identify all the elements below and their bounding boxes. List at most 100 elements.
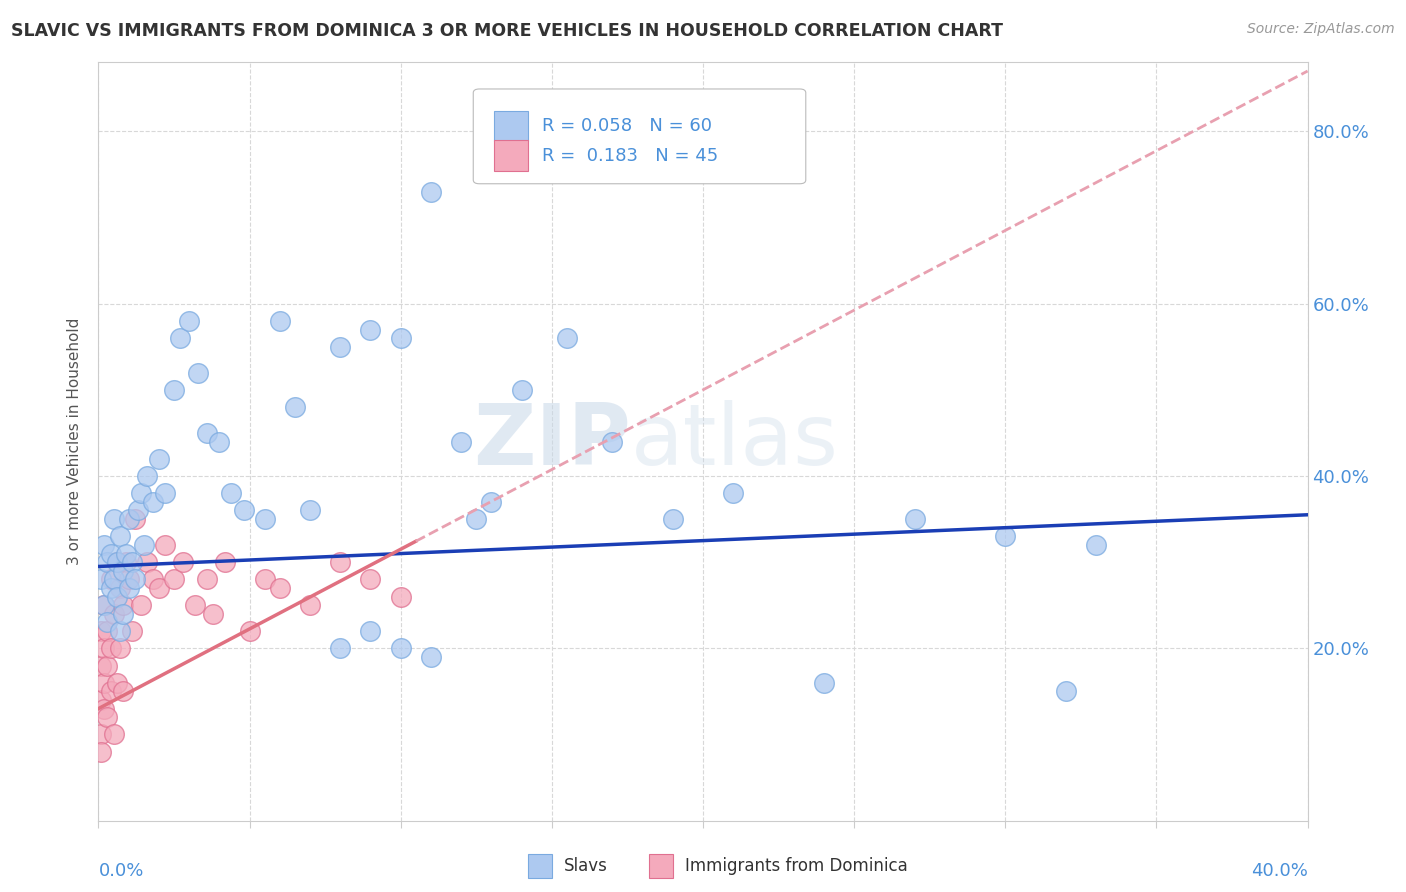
FancyBboxPatch shape [648,854,673,879]
Point [510,383,533,397]
Point [105,675,128,690]
Point [129,599,152,613]
Point [96,615,118,630]
Point [111,564,134,578]
FancyBboxPatch shape [494,140,527,170]
Point [284,400,307,414]
Point [163,573,186,587]
Point [299,503,322,517]
Point [239,624,262,639]
Point [360,624,382,639]
Point [114,547,136,561]
Point [994,529,1017,543]
Point [103,573,125,587]
Point [329,555,352,569]
Text: ZIP: ZIP [472,400,630,483]
Point [481,495,503,509]
Point [148,451,170,466]
Point [121,624,143,639]
Point [142,495,165,509]
Point [108,641,131,656]
FancyBboxPatch shape [474,89,806,184]
Y-axis label: 3 or more Vehicles in Household: 3 or more Vehicles in Household [67,318,83,566]
Point [221,486,243,500]
Point [93,701,115,715]
Point [420,185,443,199]
Point [90,693,112,707]
Point [103,727,125,741]
Point [232,503,254,517]
Point [100,573,122,587]
Point [142,573,165,587]
Point [813,675,835,690]
Point [100,547,122,561]
Point [253,512,276,526]
Point [105,590,128,604]
Text: R = 0.058   N = 60: R = 0.058 N = 60 [543,117,713,135]
Point [253,573,276,587]
Point [93,538,115,552]
Point [389,641,412,656]
Point [329,641,352,656]
Point [105,555,128,569]
Point [389,590,412,604]
Point [360,322,382,336]
Point [127,503,149,517]
Point [108,624,131,639]
Point [135,555,157,569]
Point [269,314,291,328]
Point [132,538,155,552]
Point [96,710,118,724]
Text: Source: ZipAtlas.com: Source: ZipAtlas.com [1247,22,1395,37]
Point [105,555,128,569]
Point [108,529,131,543]
Point [208,434,231,449]
Point [121,555,143,569]
Point [148,581,170,595]
Text: R =  0.183   N = 45: R = 0.183 N = 45 [543,146,718,164]
Point [187,366,209,380]
Point [111,599,134,613]
Point [465,512,488,526]
Point [202,607,225,621]
Point [1054,684,1077,698]
Point [450,434,472,449]
Point [269,581,291,595]
FancyBboxPatch shape [494,111,527,141]
Point [100,581,122,595]
Point [90,658,112,673]
Point [118,512,141,526]
Point [723,486,745,500]
Text: 40.0%: 40.0% [1251,863,1308,880]
Point [100,641,122,656]
Point [179,314,201,328]
Point [93,599,115,613]
Point [90,624,112,639]
Point [602,434,624,449]
Point [111,607,134,621]
Text: Immigrants from Dominica: Immigrants from Dominica [685,857,908,875]
Point [103,607,125,621]
Point [90,573,112,587]
Point [124,512,146,526]
FancyBboxPatch shape [527,854,551,879]
Point [93,599,115,613]
Point [169,331,191,345]
Point [329,340,352,354]
Point [108,581,131,595]
Point [163,383,186,397]
Point [103,512,125,526]
Point [420,649,443,664]
Point [118,581,141,595]
Point [111,684,134,698]
Point [904,512,927,526]
Point [129,486,152,500]
Point [299,599,322,613]
Point [90,745,112,759]
Point [195,425,218,440]
Point [114,555,136,569]
Point [124,573,146,587]
Point [389,331,412,345]
Point [93,641,115,656]
Point [195,573,218,587]
